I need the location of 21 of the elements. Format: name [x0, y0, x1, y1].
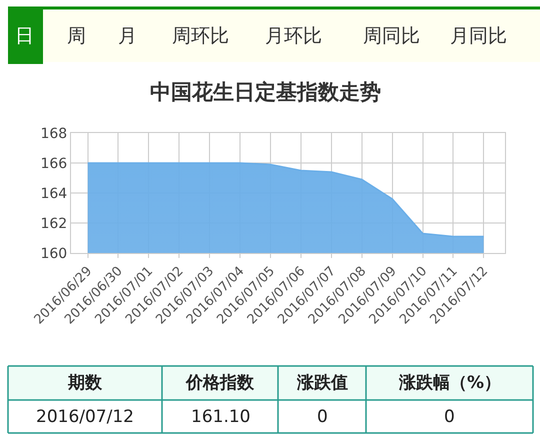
chart-title: 中国花生日定基指数走势 [150, 80, 381, 104]
text: 期数 [67, 373, 103, 393]
text: 0 [444, 407, 455, 427]
text: 日 [15, 25, 34, 47]
text: 周环比 [172, 25, 229, 47]
text: 0 [317, 407, 328, 427]
text: 2016/07/12 [36, 407, 134, 427]
y-tick-label: 164 [40, 186, 68, 202]
y-tick-label: 166 [40, 156, 68, 172]
text: 价格指数 [185, 373, 255, 393]
text: 周 [67, 25, 86, 47]
text: 涨跌值 [296, 373, 348, 393]
text: 周同比 [363, 25, 420, 47]
y-tick-label: 162 [40, 216, 68, 232]
text: 月环比 [265, 25, 322, 47]
y-tick-label: 160 [40, 246, 68, 262]
text: 161.10 [191, 407, 250, 427]
text: 月同比 [450, 25, 507, 47]
text: 月 [118, 25, 137, 47]
text: 涨跌幅（%） [398, 373, 502, 393]
y-tick-label: 168 [40, 126, 68, 142]
